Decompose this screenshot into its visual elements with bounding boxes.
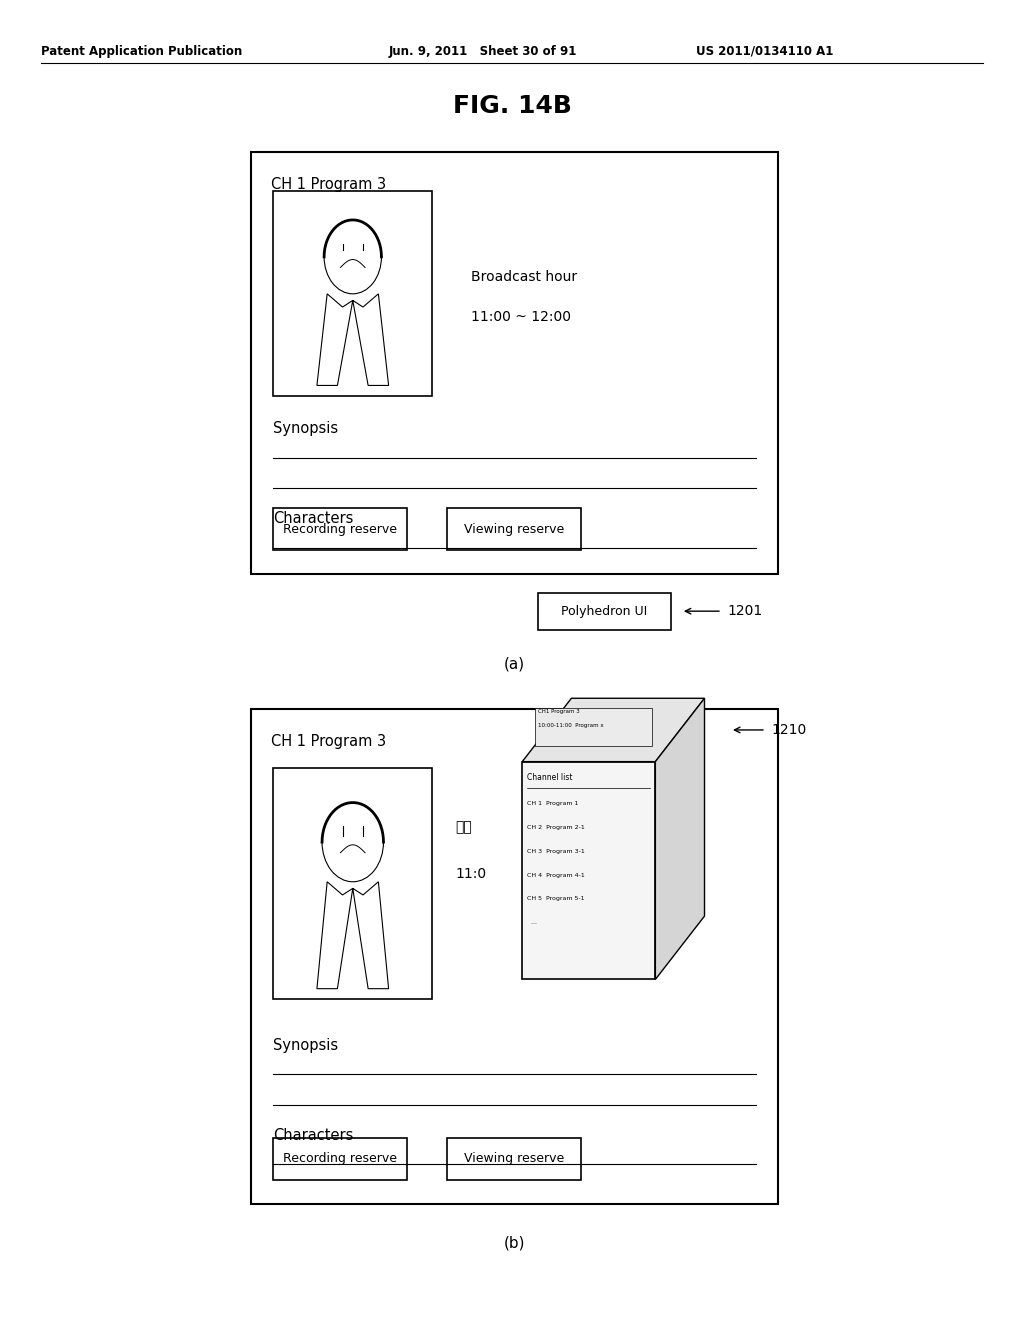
Text: 11:00 ~ 12:00: 11:00 ~ 12:00 [471, 310, 571, 323]
Text: Broadcast hour: Broadcast hour [471, 271, 578, 284]
Text: 10:00-11:00  Program x: 10:00-11:00 Program x [538, 723, 603, 729]
Text: Synopsis: Synopsis [273, 1038, 339, 1053]
Text: Patent Application Publication: Patent Application Publication [41, 45, 243, 58]
Text: 11:0: 11:0 [456, 867, 486, 880]
Text: (b): (b) [504, 1236, 525, 1251]
Text: 방송: 방송 [456, 821, 472, 834]
Bar [273, 508, 407, 550]
Text: Recording reserve: Recording reserve [283, 1152, 397, 1166]
Text: Recording reserve: Recording reserve [283, 523, 397, 536]
Text: Channel list: Channel list [527, 774, 572, 781]
Text: Viewing reserve: Viewing reserve [464, 523, 564, 536]
Text: ...: ... [527, 920, 538, 925]
Text: CH1 Program 3: CH1 Program 3 [538, 709, 580, 714]
Bar [251, 152, 778, 574]
Text: CH 1 Program 3: CH 1 Program 3 [271, 177, 386, 193]
Text: Characters: Characters [273, 511, 353, 527]
Text: Polyhedron UI: Polyhedron UI [561, 605, 647, 618]
Text: CH 4  Program 4-1: CH 4 Program 4-1 [527, 873, 585, 878]
Bar [538, 593, 671, 630]
Polygon shape [655, 698, 705, 979]
Text: Jun. 9, 2011   Sheet 30 of 91: Jun. 9, 2011 Sheet 30 of 91 [389, 45, 578, 58]
Text: US 2011/0134110 A1: US 2011/0134110 A1 [696, 45, 834, 58]
Text: Viewing reserve: Viewing reserve [464, 1152, 564, 1166]
Text: 1210: 1210 [771, 723, 806, 737]
Text: CH 2  Program 2-1: CH 2 Program 2-1 [527, 825, 585, 830]
Text: Characters: Characters [273, 1127, 353, 1143]
Text: Synopsis: Synopsis [273, 421, 339, 437]
Bar [273, 191, 432, 396]
Text: CH 1  Program 1: CH 1 Program 1 [527, 801, 579, 807]
Text: (a): (a) [504, 656, 525, 672]
Text: CH 5  Program 5-1: CH 5 Program 5-1 [527, 896, 585, 902]
Text: FIG. 14B: FIG. 14B [453, 94, 571, 117]
Bar [273, 768, 432, 999]
Bar [535, 708, 651, 746]
Bar [251, 709, 778, 1204]
Text: 1201: 1201 [727, 605, 762, 618]
Bar [447, 1138, 581, 1180]
Bar [273, 1138, 407, 1180]
Text: CH 3  Program 3-1: CH 3 Program 3-1 [527, 849, 585, 854]
Polygon shape [522, 698, 705, 762]
Bar [447, 508, 581, 550]
Bar [522, 762, 655, 979]
Text: CH 1 Program 3: CH 1 Program 3 [271, 734, 386, 750]
